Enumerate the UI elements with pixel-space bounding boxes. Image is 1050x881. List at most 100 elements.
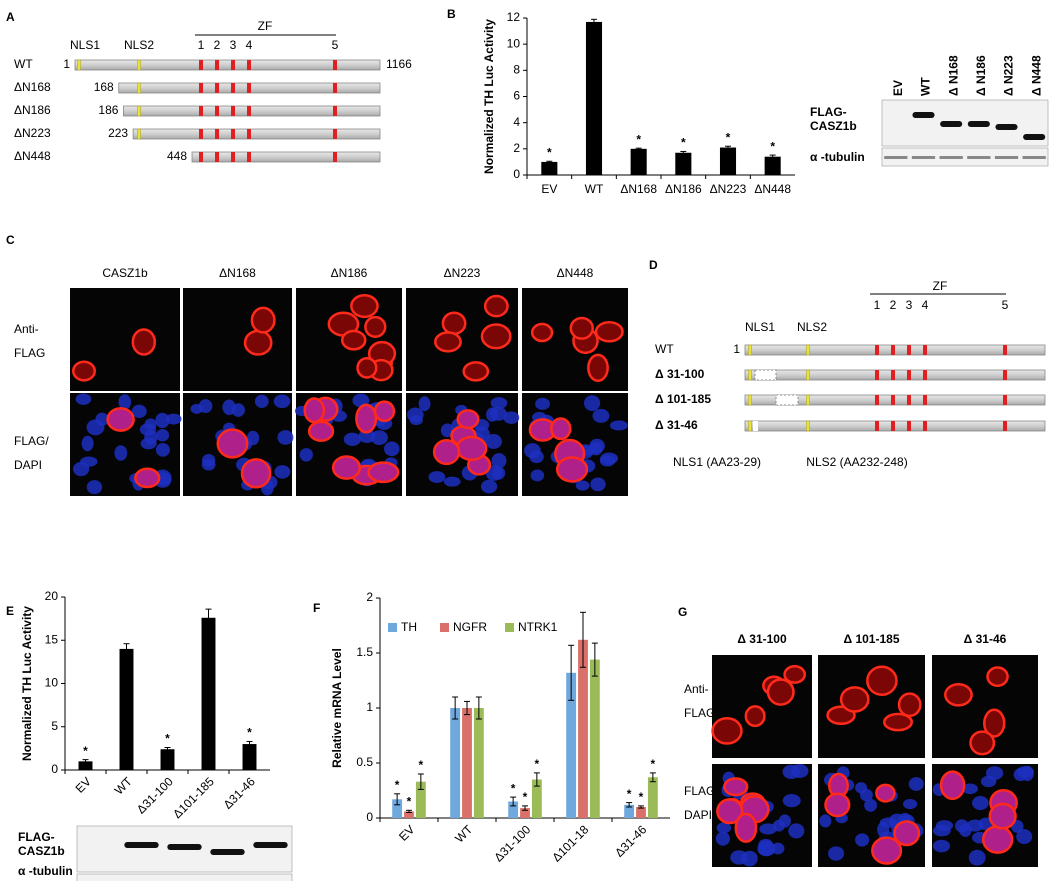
- cell: [716, 798, 744, 825]
- zf-box: [923, 370, 927, 380]
- cell: [893, 820, 921, 847]
- column-header: ΔN168: [219, 266, 256, 280]
- blot-row-label: FLAG-: [810, 105, 847, 119]
- x-tick-label: EV: [73, 774, 94, 795]
- x-tick-label: WT: [585, 182, 604, 196]
- zf-box: [891, 345, 895, 355]
- zf-number: 3: [906, 298, 913, 312]
- bar: [520, 808, 530, 818]
- bar: [630, 148, 647, 175]
- zf-box: [875, 345, 879, 355]
- bar: [404, 811, 414, 818]
- nucleus: [1021, 765, 1034, 782]
- bar: [636, 807, 646, 818]
- zf-box: [247, 129, 251, 139]
- nucleus: [254, 394, 269, 408]
- cell: [986, 666, 1009, 688]
- nucleus: [198, 399, 213, 414]
- cell: [939, 770, 966, 801]
- nls-label: NLS2: [124, 38, 154, 52]
- cell: [594, 320, 624, 343]
- cell: [530, 322, 554, 343]
- cell: [723, 777, 749, 797]
- zf-number: 2: [890, 298, 897, 312]
- cell: [131, 328, 157, 356]
- construct-start: 1: [733, 342, 740, 356]
- cell: [441, 311, 467, 336]
- construct-start: 1: [63, 57, 70, 71]
- y-tick-label: 2: [366, 590, 373, 604]
- zf-box: [907, 395, 911, 405]
- nucleus: [155, 442, 170, 457]
- zf-box: [923, 395, 927, 405]
- x-tick-label: ΔN168: [620, 182, 657, 196]
- nls-box: [806, 420, 810, 432]
- bar: [719, 147, 737, 175]
- zf-box: [875, 395, 879, 405]
- zf-number: 1: [874, 298, 881, 312]
- cell: [783, 664, 807, 684]
- bar: [473, 708, 484, 818]
- protein-bar: [74, 59, 381, 71]
- nucleus: [782, 793, 801, 808]
- nls-box: [806, 369, 810, 381]
- cell: [456, 409, 480, 430]
- construct-start: 168: [94, 80, 114, 94]
- nucleus: [716, 822, 732, 834]
- x-tick-label: Δ31-46: [612, 822, 650, 860]
- bar: [78, 761, 93, 770]
- tubulin-band: [911, 156, 936, 159]
- micrograph: [183, 288, 292, 391]
- nucleus: [139, 423, 157, 436]
- zf-number: 3: [230, 38, 237, 52]
- bar: [242, 744, 257, 770]
- tubulin-band: [994, 156, 1019, 159]
- deletion-box: [754, 369, 777, 381]
- zf-box: [215, 60, 219, 70]
- panel-letter: A: [6, 10, 15, 24]
- x-tick-label: WT: [112, 774, 136, 798]
- row-label: FLAG/: [14, 434, 49, 448]
- cell: [355, 403, 378, 434]
- lane-label: Δ N186: [974, 55, 988, 96]
- nucleus: [490, 397, 508, 409]
- panel-letter: C: [6, 233, 15, 247]
- cell: [373, 400, 396, 423]
- zf-box: [923, 421, 927, 431]
- x-tick-label: Δ31-100: [134, 774, 176, 816]
- zf-box: [215, 129, 219, 139]
- y-tick-label: 5: [51, 719, 58, 733]
- nucleus: [299, 448, 313, 462]
- significance-mark: *: [636, 132, 641, 146]
- blot-row-label: α -tubulin: [810, 150, 865, 164]
- zf-box: [1003, 421, 1007, 431]
- x-tick-label: ΔN223: [710, 182, 747, 196]
- significance-mark: *: [639, 790, 644, 804]
- zf-box: [199, 129, 203, 139]
- bar: [585, 21, 603, 175]
- note: NLS2 (AA232-248): [806, 455, 907, 469]
- nucleus: [962, 783, 978, 795]
- nls-label: NLS1: [70, 38, 100, 52]
- construct-label: ΔN186: [14, 103, 51, 117]
- nucleus: [759, 823, 777, 835]
- blot-band: [940, 121, 963, 127]
- bar: [764, 156, 781, 175]
- blot-band: [167, 844, 202, 850]
- y-tick-label: 1.5: [356, 645, 373, 659]
- y-tick-label: 15: [45, 632, 59, 646]
- nucleus: [118, 394, 132, 410]
- nucleus: [575, 480, 590, 491]
- nucleus: [972, 796, 989, 810]
- legend-label: NTRK1: [518, 620, 558, 634]
- construct-label: WT: [14, 57, 33, 71]
- nucleus: [524, 443, 541, 459]
- deletion-box: [775, 394, 799, 406]
- cell: [356, 356, 378, 379]
- blot-band: [210, 849, 245, 855]
- nucleus: [491, 453, 507, 469]
- bar: [450, 708, 461, 818]
- nucleus: [932, 839, 951, 853]
- cell: [711, 717, 743, 745]
